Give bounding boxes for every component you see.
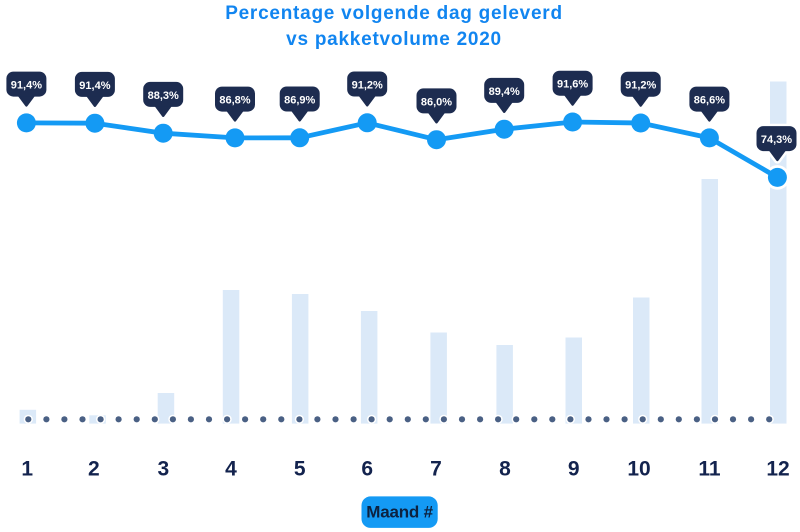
svg-text:1: 1 <box>21 458 33 481</box>
svg-text:91,4%: 91,4% <box>11 80 42 92</box>
svg-text:5: 5 <box>294 458 306 481</box>
svg-text:91,2%: 91,2% <box>352 80 383 92</box>
svg-text:2: 2 <box>88 458 100 481</box>
svg-text:10: 10 <box>627 458 650 481</box>
svg-text:91,6%: 91,6% <box>557 79 588 91</box>
svg-text:89,4%: 89,4% <box>489 86 520 98</box>
svg-text:9: 9 <box>568 458 580 481</box>
svg-text:86,6%: 86,6% <box>694 95 725 107</box>
svg-text:74,3%: 74,3% <box>761 134 792 146</box>
svg-text:7: 7 <box>430 458 442 481</box>
svg-text:86,9%: 86,9% <box>284 95 315 107</box>
svg-text:6: 6 <box>361 458 373 481</box>
svg-text:3: 3 <box>157 458 169 481</box>
svg-text:11: 11 <box>698 458 721 481</box>
svg-text:4: 4 <box>225 458 237 481</box>
svg-text:91,4%: 91,4% <box>79 80 110 92</box>
svg-text:Maand #: Maand # <box>366 502 433 521</box>
svg-text:8: 8 <box>499 458 511 481</box>
svg-text:12: 12 <box>766 458 789 481</box>
svg-text:91,2%: 91,2% <box>625 80 656 92</box>
svg-text:88,3%: 88,3% <box>148 90 179 102</box>
svg-text:86,0%: 86,0% <box>421 96 452 108</box>
svg-text:86,8%: 86,8% <box>219 95 250 107</box>
